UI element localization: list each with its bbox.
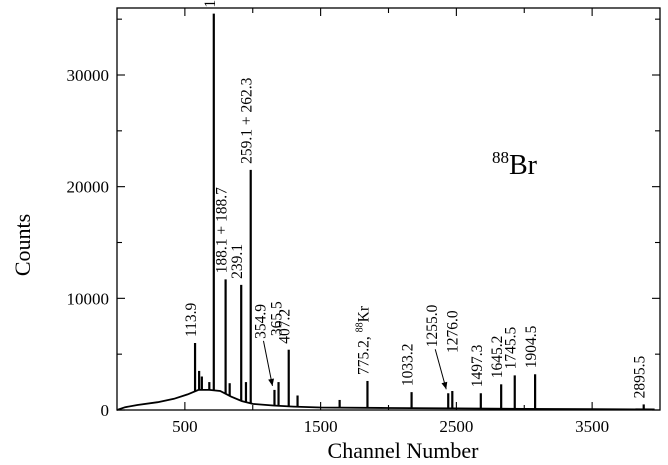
x-axis-title: Channel Number — [328, 438, 480, 463]
peak-label: 1745.5 — [503, 327, 520, 370]
peak-label: 365.5 — [269, 301, 286, 336]
y-tick-label: 30000 — [67, 66, 110, 85]
y-tick-label: 20000 — [67, 178, 110, 197]
peak-label: 113.9 — [183, 302, 200, 337]
peak-label: 407.2 — [277, 309, 294, 344]
peak-arrow — [262, 340, 273, 386]
peak-label: 158.9 — [202, 0, 219, 8]
y-tick-label: 0 — [101, 401, 110, 420]
peak-label: 1276.0 — [444, 310, 461, 353]
y-axis-title: Counts — [10, 214, 35, 276]
peak-label: 188.1 + 188.7 — [214, 187, 231, 273]
peak-label-energy: 775.2, — [356, 332, 373, 375]
peak-label: 1255.0 — [424, 304, 441, 347]
x-tick-label: 500 — [172, 417, 198, 436]
peak-label: 1645.2 — [489, 336, 506, 379]
peak-arrowhead — [268, 378, 275, 386]
peak-label: 775.2, 88Kr — [355, 305, 373, 375]
peak-label: 2895.5 — [632, 356, 649, 399]
peak-label: 1497.3 — [469, 344, 486, 387]
isotope-label: 88Br — [492, 148, 538, 181]
isotope-symbol: Br — [509, 150, 538, 181]
spectrum-series — [116, 13, 655, 411]
y-tick-label: 10000 — [67, 289, 110, 308]
peak-label-mass: 88 — [355, 322, 366, 332]
peak-label: 1904.5 — [523, 325, 540, 368]
x-tick-label: 3500 — [575, 417, 609, 436]
peak-label: 239.1 — [229, 244, 246, 279]
x-tick-label: 1500 — [304, 417, 338, 436]
isotope-mass: 88 — [492, 148, 509, 167]
peak-label: 354.9 — [253, 304, 270, 339]
plot-frame — [116, 7, 661, 411]
peak-label: 259.1 + 262.3 — [239, 77, 256, 163]
x-tick-label: 2500 — [439, 417, 473, 436]
spectrum-baseline — [116, 389, 655, 411]
peak-arrowhead — [441, 381, 448, 390]
peak-label-element: Kr — [356, 305, 373, 322]
peak-label: 1033.2 — [400, 343, 417, 386]
